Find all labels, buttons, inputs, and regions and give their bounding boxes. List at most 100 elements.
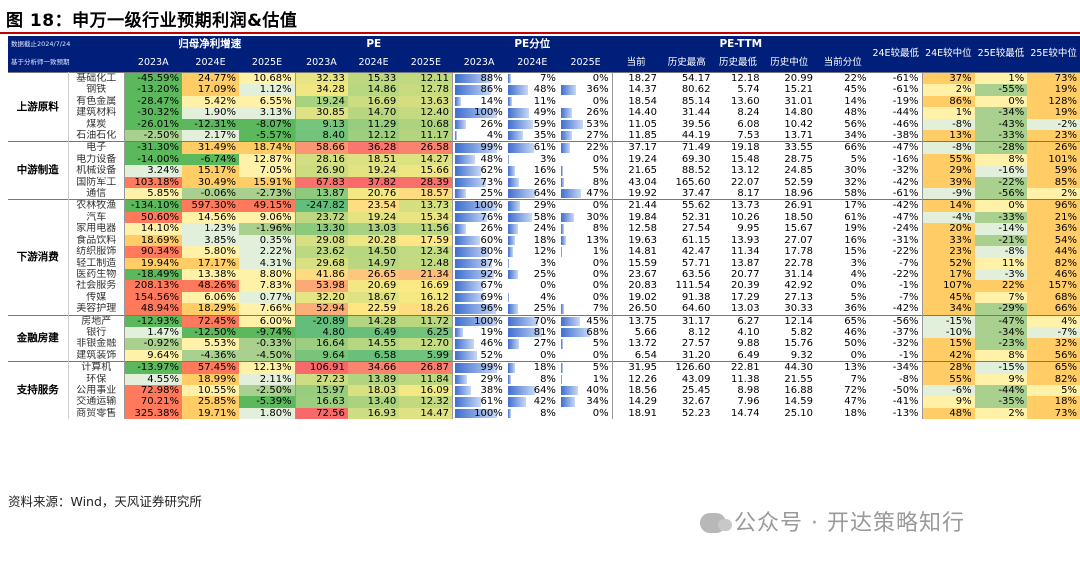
table-cell: 11.85 xyxy=(611,130,661,142)
percentile-bar xyxy=(454,143,497,153)
table-cell: 9.95 xyxy=(737,223,760,235)
table-cell: -13% xyxy=(869,408,922,419)
table-cell: 12.26 xyxy=(611,373,661,385)
table-cell: 19.02 xyxy=(611,291,661,304)
table-cell: -16% xyxy=(869,154,922,165)
table-cell: 17.09% xyxy=(182,84,239,96)
table-cell: 39% xyxy=(921,176,975,189)
header-ttm-col: 历史最低 xyxy=(713,54,763,73)
table-cell: 7.96 xyxy=(737,396,760,408)
table-cell: 1.23% xyxy=(182,223,239,235)
percentile-bar xyxy=(560,108,572,118)
table-cell: 5.80% xyxy=(182,246,239,258)
table-cell: -14.00% xyxy=(124,153,183,166)
table-cell: 23% xyxy=(1027,130,1080,142)
table-cell: 53% xyxy=(559,119,612,130)
table-cell: 37.17 xyxy=(611,141,661,154)
table-cell: 43.09 xyxy=(681,373,711,385)
percentile-value: 8% xyxy=(540,407,556,419)
table-cell: 2% xyxy=(921,84,975,96)
percentile-bar xyxy=(507,235,516,246)
percentile-bar xyxy=(454,397,481,407)
table-cell: 26% xyxy=(451,223,506,235)
table-cell: 17.59 xyxy=(399,234,453,247)
header-ttm-col: 历史中位 xyxy=(762,54,817,73)
table-cell: 7% xyxy=(974,291,1028,304)
header-note-date: 数据截止2024/7/24 xyxy=(8,36,125,54)
percentile-value: 64% xyxy=(533,188,556,200)
table-row: 钢铁 -13.20% 17.09% 1.12% 34.28 14.86 12.78 86% 48… xyxy=(8,84,1080,96)
table-cell: 67% xyxy=(451,280,506,292)
industry-name: 钢铁 xyxy=(86,84,107,96)
table-cell: -247.82 xyxy=(294,199,348,212)
table-cell: 13.63 xyxy=(399,95,453,108)
percentile-value: 0% xyxy=(592,291,609,303)
table-cell: 17.17% xyxy=(182,257,239,269)
table-cell: 0% xyxy=(558,199,613,212)
table-cell: 26% xyxy=(506,177,559,188)
table-cell: 80% xyxy=(451,246,506,258)
percentile-value: 62% xyxy=(480,165,503,177)
table-cell: 18.50 xyxy=(784,211,814,223)
table-cell: 7.66% xyxy=(238,303,296,316)
table-cell: 32.67 xyxy=(681,396,711,408)
table-cell: 4% xyxy=(850,268,867,280)
percentile-bar xyxy=(507,108,529,118)
table-cell: 13.60 xyxy=(730,95,760,107)
table-cell: 6.00% xyxy=(238,314,296,327)
table-cell: 6.27 xyxy=(713,314,763,327)
table-cell: 165.60 xyxy=(675,176,711,188)
table-cell: 12.13% xyxy=(238,361,296,374)
percentile-bar xyxy=(507,374,512,384)
table-cell: -1.96% xyxy=(238,223,296,235)
table-cell: -34% xyxy=(869,361,923,374)
percentile-value: -7% xyxy=(899,257,919,269)
table-cell: 70% xyxy=(505,314,559,327)
percentile-bar xyxy=(507,247,513,257)
table-cell: 48% xyxy=(451,153,506,166)
table-cell: 5% xyxy=(558,361,613,374)
industry-name: 美容护理 xyxy=(76,303,117,315)
percentile-value: 0% xyxy=(540,280,556,292)
table-cell: 32% xyxy=(844,176,867,188)
table-cell: 34% xyxy=(559,396,612,407)
table-cell: 16% xyxy=(506,165,559,176)
percentile-value: 0% xyxy=(592,257,609,269)
table-cell: 15.97 xyxy=(294,384,348,397)
table-row: 中游制造 电子 -31.30% 31.49% 18.74% 58.66 36.28 26.58… xyxy=(8,141,1080,200)
table-cell: 16.64 xyxy=(294,338,348,350)
table-cell: -55% xyxy=(974,84,1028,96)
table-cell: 34% xyxy=(921,303,975,316)
table-cell: 22.59 xyxy=(347,303,400,316)
table-cell: -30.32% xyxy=(124,107,183,119)
header-extra-0: 24E较最低 xyxy=(869,36,923,73)
table-cell: 63.56 xyxy=(681,268,711,280)
percentile-bar xyxy=(454,224,466,234)
percentile-bar xyxy=(507,258,510,268)
industry-name: 商贸零售 xyxy=(76,407,117,419)
percentile-value: 3% xyxy=(540,153,556,165)
table-cell: 61.15 xyxy=(681,234,711,246)
percentile-value: 76% xyxy=(480,211,503,223)
table-cell: 14.27 xyxy=(399,153,453,166)
table-cell: -37% xyxy=(869,327,922,338)
table-cell: -24% xyxy=(869,223,922,234)
table-cell: 1% xyxy=(559,374,612,385)
table-cell: 35% xyxy=(506,130,559,142)
table-cell: 9% xyxy=(974,373,1028,385)
table-cell: 61% xyxy=(451,396,506,408)
figure-title: 图 18：申万一级行业预期利润&估值 xyxy=(6,11,298,31)
table-cell: 49.15% xyxy=(238,199,296,212)
percentile-bar xyxy=(454,408,498,419)
table-row: 交通运输 70.21% 25.85% -5.39% 16.63 13.40 12.32 61%… xyxy=(8,396,1080,408)
header-year: 2024E xyxy=(182,54,239,73)
table-cell: 69% xyxy=(451,291,506,304)
table-cell: 14.55 xyxy=(347,338,400,350)
table-cell: -8.07% xyxy=(238,118,296,131)
industry-name: 房地产 xyxy=(68,314,125,327)
table-cell: 15% xyxy=(844,246,867,258)
table-cell: 9.32 xyxy=(790,349,814,361)
percentile-value: 27% xyxy=(586,130,609,142)
table-cell: 11% xyxy=(506,96,559,107)
industry-name: 公用事业 xyxy=(76,384,117,396)
